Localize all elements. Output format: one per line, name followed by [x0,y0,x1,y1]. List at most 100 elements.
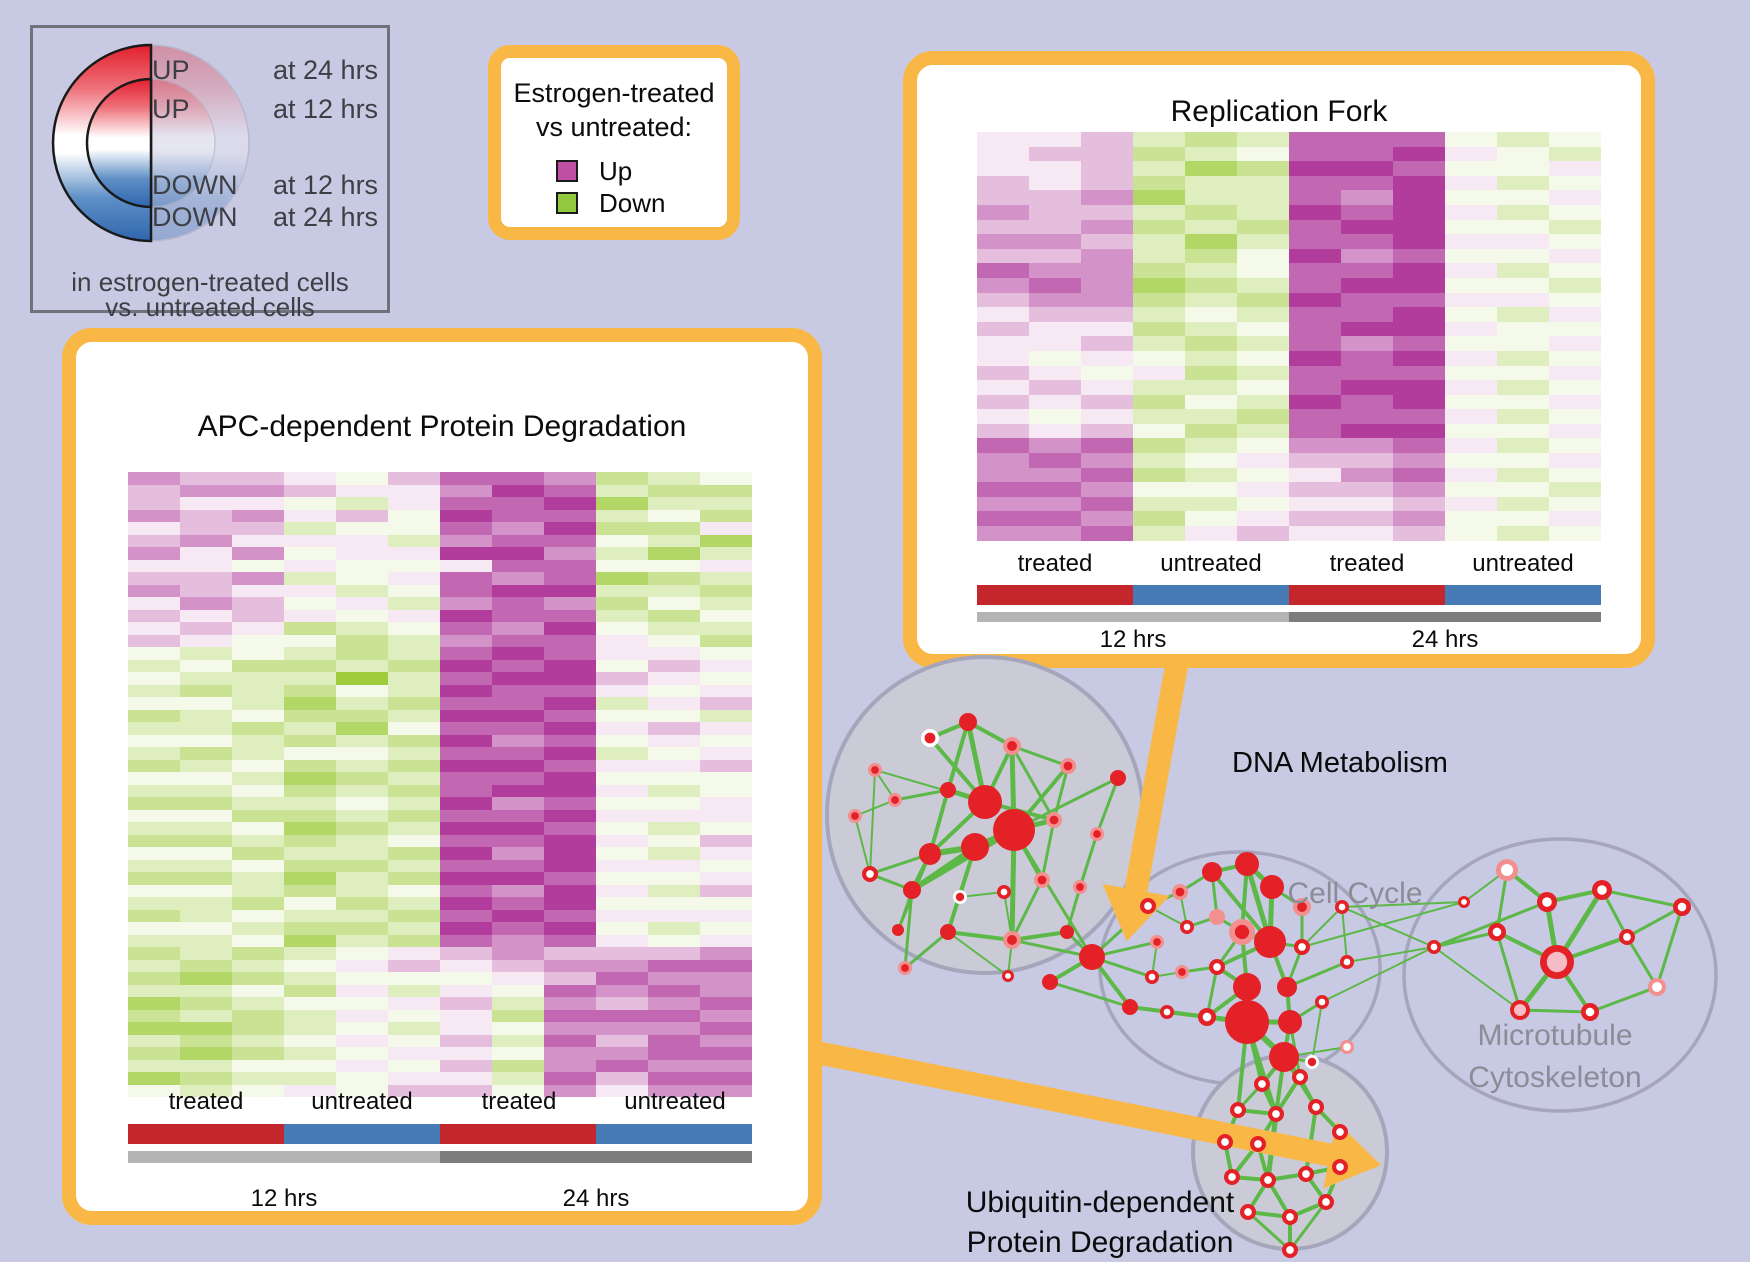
heatmap-cell [440,1034,492,1047]
network-edge [854,799,896,817]
heatmap-cell [492,759,544,772]
heatmap-row [128,847,752,860]
heatmap-cell [1289,526,1341,541]
heatmap-cell [1133,219,1185,235]
heatmap-cell [284,522,336,535]
heatmap-cell [700,959,752,972]
heatmap-cell [180,559,232,572]
heatmap-cell [1185,307,1237,322]
heatmap-cell [596,722,648,735]
heatmap-cell [544,622,596,635]
heatmap-cell [388,697,440,710]
heatmap-row [128,897,752,910]
heatmap-row [977,467,1601,483]
heatmap-cell [1081,350,1133,366]
estrogen-legend-title-line1: Estrogen-treated [513,78,715,108]
heatmap-cell [1081,292,1133,308]
heatmap-cell [596,809,648,822]
heatmap-cell [596,509,648,522]
heatmap-cell [1549,526,1601,541]
heatmap-cell [648,597,700,610]
heatmap-cell [648,859,700,872]
heatmap-cell [1549,307,1601,322]
heatmap-cell [1237,380,1289,395]
apc-panel-title: APC-dependent Protein Degradation [197,410,687,443]
heatmap-cell [492,1072,544,1085]
heatmap-cell [336,534,388,547]
heatmap-row [128,1022,752,1035]
heatmap-cell [128,522,180,535]
heatmap-cell [544,609,596,622]
heatmap-cell [1133,526,1185,541]
heatmap-cell [284,859,336,872]
heatmap-cell [336,622,388,635]
heatmap-cell [544,1009,596,1022]
heatmap-cell [700,722,752,735]
heatmap-cell [388,772,440,785]
heatmap-cell [1497,277,1549,293]
heatmap-cell [128,834,180,847]
heatmap-cell [596,697,648,710]
network-node [1254,926,1286,958]
heatmap-cell [648,909,700,922]
heatmap-cell [700,1009,752,1022]
heatmap-cell [1393,482,1445,497]
up-label: Up [599,156,633,186]
heatmap-cell [648,684,700,697]
heatmap-cell [440,897,492,910]
heatmap-cell [180,1022,232,1035]
heatmap-cell [648,472,700,485]
heatmap-cell [1289,350,1341,366]
heatmap-cell [1133,161,1185,176]
heatmap-cell [1185,511,1237,527]
heatmap-cell [1133,394,1185,410]
heatmap-cell [336,959,388,972]
heatmap-cell [1549,438,1601,454]
heatmap-row [128,884,752,897]
heatmap-cell [977,511,1029,527]
heatmap-cell [596,872,648,885]
network-node-core [1302,1170,1310,1178]
network-node-core [1037,875,1047,885]
heatmap-cell [336,584,388,597]
heatmap-cell [180,884,232,897]
heatmap-cell [388,897,440,910]
network-node-core [1076,883,1084,891]
heatmap-cell [1497,380,1549,395]
heatmap-row [977,307,1601,322]
heatmap-row [128,972,752,985]
heatmap-cell [440,872,492,885]
network-node-core [1597,885,1607,895]
network-node [961,833,989,861]
heatmap-cell [440,622,492,635]
rf-untreated-bar-2 [1445,585,1601,605]
network-node [1209,909,1225,925]
heatmap-cell [1497,350,1549,366]
heatmap-cell [700,1047,752,1060]
heatmap-cell [388,1022,440,1035]
heatmap-cell [1029,146,1081,162]
heatmap-cell [284,697,336,710]
heatmap-cell [492,772,544,785]
heatmap-cell [180,1072,232,1085]
heatmap-cell [232,872,284,885]
heatmap-cell [596,672,648,685]
network-edge [1288,1201,1328,1251]
apc-untreated-bar-1 [284,1124,440,1144]
network-node-core [1213,963,1221,971]
heatmap-cell [1289,496,1341,512]
heatmap-cell [492,597,544,610]
heatmap-cell [440,559,492,572]
network-node-core [1318,998,1326,1006]
heatmap-cell [180,972,232,985]
heatmap-cell [232,722,284,735]
heatmap-cell [284,584,336,597]
network-edge [1246,1210,1292,1252]
heatmap-row [977,248,1601,264]
heatmap-row [977,438,1601,454]
heatmap-cell [284,884,336,897]
heatmap-cell [232,834,284,847]
heatmap-cell [388,947,440,960]
heatmap-cell [336,497,388,510]
heatmap-cell [700,622,752,635]
